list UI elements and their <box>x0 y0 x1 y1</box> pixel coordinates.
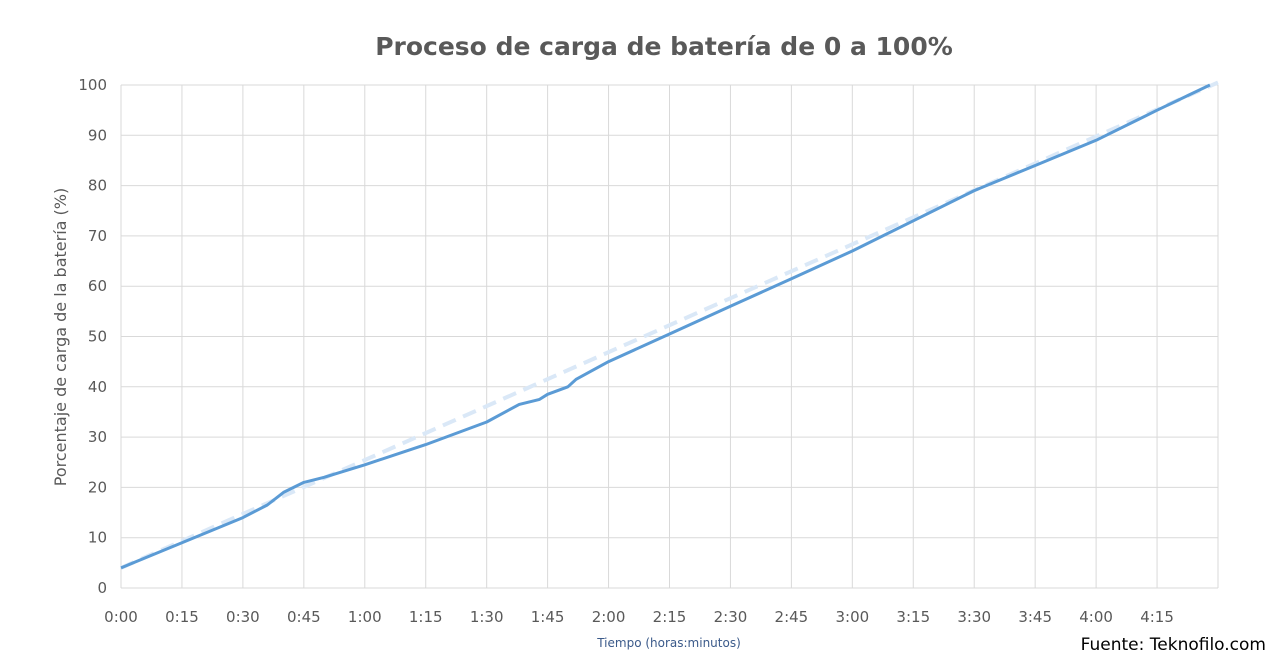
x-tick-label: 3:30 <box>957 608 991 626</box>
x-tick-label: 0:30 <box>226 608 260 626</box>
x-tick-label: 0:45 <box>287 608 321 626</box>
x-tick-label: 1:00 <box>348 608 382 626</box>
trendline <box>120 80 1219 570</box>
x-axis-label: Tiempo (horas:minutos) <box>596 636 741 650</box>
x-tick-label: 4:15 <box>1140 608 1174 626</box>
y-axis-label: Porcentaje de carga de la batería (%) <box>51 188 70 486</box>
y-tick-label: 90 <box>88 126 107 144</box>
y-tick-label: 80 <box>88 177 107 195</box>
x-tick-label: 0:00 <box>104 608 138 626</box>
y-tick-label: 20 <box>88 478 107 496</box>
chart-title: Proceso de carga de batería de 0 a 100% <box>375 32 953 61</box>
x-axis-ticks: 0:00 0:15 0:30 0:45 1:00 1:15 1:30 1:45 2:00 2:15… <box>104 608 1174 626</box>
x-tick-label: 2:45 <box>775 608 809 626</box>
x-tick-label: 1:15 <box>409 608 443 626</box>
x-tick-label: 1:45 <box>531 608 565 626</box>
y-tick-label: 60 <box>88 277 107 295</box>
y-tick-label: 30 <box>88 428 107 446</box>
y-tick-label: 100 <box>78 76 107 94</box>
y-tick-label: 70 <box>88 227 107 245</box>
x-tick-label: 3:00 <box>835 608 869 626</box>
grid <box>120 84 1219 589</box>
source-label: Fuente: Teknofilo.com <box>1081 635 1266 655</box>
y-axis-ticks: 0 10 20 30 40 50 60 70 80 90 100 <box>78 76 107 597</box>
series <box>120 80 1219 570</box>
y-tick-label: 0 <box>97 579 107 597</box>
y-tick-label: 10 <box>88 529 107 547</box>
series-line <box>120 83 1211 570</box>
x-tick-label: 2:30 <box>714 608 748 626</box>
x-tick-label: 0:15 <box>165 608 199 626</box>
x-tick-label: 4:00 <box>1079 608 1113 626</box>
x-tick-label: 2:15 <box>653 608 687 626</box>
x-tick-label: 1:30 <box>470 608 504 626</box>
x-tick-label: 3:15 <box>896 608 930 626</box>
y-tick-label: 50 <box>88 328 107 346</box>
x-tick-label: 2:00 <box>592 608 626 626</box>
x-tick-label: 3:45 <box>1018 608 1052 626</box>
y-tick-label: 40 <box>88 378 107 396</box>
